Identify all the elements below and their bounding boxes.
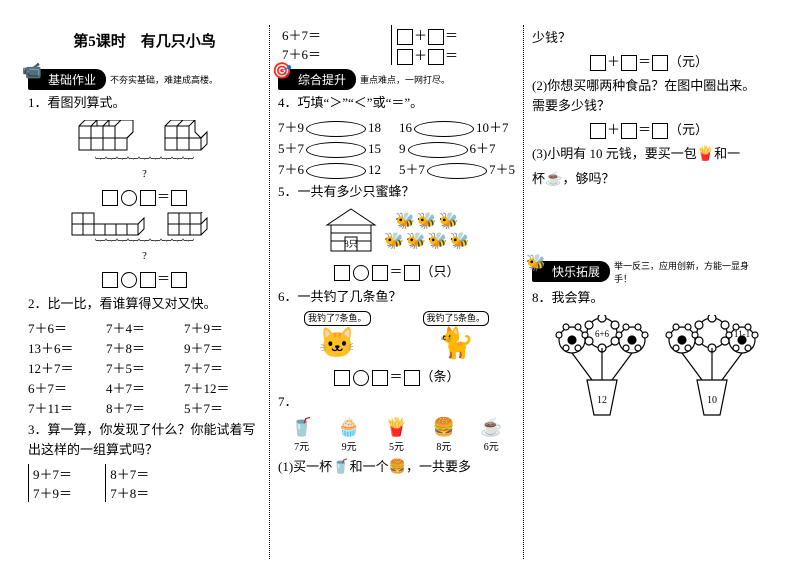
fries-inline-icon: 🍟: [697, 147, 714, 162]
cubes-right-2: [165, 212, 220, 240]
burger-icon: 🍔: [433, 417, 455, 438]
banner-basic-label: 基础作业: [48, 73, 96, 87]
price-item-4: ☕6元: [480, 417, 502, 453]
banner-comp-badge: 🎯 综合提升: [278, 69, 356, 90]
col2-top-pair: 6＋7＝ 7＋6＝ ＋＝ ＋＝: [278, 25, 515, 65]
q2-text: 2．比一比，看谁算得又对又快。: [28, 294, 261, 315]
q1-text: 1．看图列算式。: [28, 93, 261, 114]
q3-l1: 7＋9＝: [33, 483, 72, 502]
q6-text: 6．一共钓了几条鱼？: [278, 287, 515, 308]
column-1: 第5课时 有几只小鸟 📹 基础作业 不夯实基础，难建成高楼。 1．看图列算式。: [20, 25, 270, 559]
column-3: 少钱？ ＋＝（元） (2)你想买哪两种食品？在图中圈出来。需要多少钱？ ＋＝（元…: [524, 25, 773, 559]
cat2-icon: 🐈: [437, 327, 474, 360]
drink-icon: 🥤: [290, 417, 312, 438]
cat1-icon: 🐱: [319, 327, 356, 360]
bees-icon: 🐝🐝🐝🐝🐝🐝🐝: [384, 212, 472, 250]
q3-text: 3．算一算，你发现了什么？你能试着写出这样的一组算式吗？: [28, 420, 261, 462]
q7-2: (2)你想买哪两种食品？在图中圈出来。需要多少钱？: [532, 76, 765, 118]
svg-text:11-1: 11-1: [734, 329, 750, 339]
q5-text: 5．一共有多少只蜜蜂？: [278, 182, 515, 203]
coffee-inline-icon: ☕: [545, 172, 562, 187]
cat1-bubble: 我钓了7条鱼。: [304, 311, 371, 326]
q1-figure-1: ︸︸︸︸︸︸︸︸︸?: [28, 120, 261, 180]
banner-basic-sub: 不夯实基础，难建成高楼。: [110, 73, 218, 86]
q8-text: 8．我会算。: [532, 288, 765, 309]
burger-inline-icon: 🍔: [389, 460, 406, 475]
c2t-box2: ＋＝: [396, 45, 458, 65]
banner-basic: 📹 基础作业 不夯实基础，难建成高楼。: [28, 69, 261, 90]
q7-1: (1)买一杯🥤和一个🍔，一共要多: [278, 457, 515, 479]
banner-happy: 🐝 快乐拓展 举一反三，应用创新，方能一显身手！: [532, 259, 765, 285]
q3-l0: 9＋7＝: [33, 464, 72, 483]
flowers-svg: 6+6 12 11-1 10: [532, 315, 762, 435]
q7-3b: 杯☕，够吗？: [532, 169, 765, 191]
price-item-2: 🍟5元: [385, 417, 407, 453]
q4-text: 4．巧填“＞”“＜”或“＝”。: [278, 93, 515, 114]
q5-figure: 8只 🐝🐝🐝🐝🐝🐝🐝: [278, 207, 515, 257]
q7-num: 7．: [278, 392, 515, 413]
q7-2-eq: ＋＝（元）: [532, 120, 765, 141]
coffee-icon: ☕: [480, 417, 502, 438]
svg-text:12: 12: [597, 395, 607, 406]
cubes-left-2: [69, 212, 149, 240]
q7-prices: 🥤7元 🧁9元 🍟5元 🍔8元 ☕6元: [278, 417, 515, 453]
banner-happy-badge: 🐝 快乐拓展: [532, 261, 610, 282]
q2-row-0: 7＋6＝7＋4＝7＋9＝: [28, 318, 261, 337]
banner-happy-sub: 举一反三，应用创新，方能一显身手！: [614, 259, 765, 285]
c2t-box1: ＋＝: [396, 25, 458, 45]
q4-row-2: 7＋612 5＋77＋5: [278, 159, 515, 179]
q2-row-2: 12＋7＝7＋5＝7＋7＝: [28, 358, 261, 377]
c2t0: 6＋7＝: [282, 25, 321, 44]
q7-cost-line: 少钱？: [532, 28, 765, 49]
q4-row-0: 7＋918 1610＋7: [278, 117, 515, 137]
q1-figure-2: ︸︸︸︸︸︸︸︸︸?: [28, 212, 261, 262]
q4-row-1: 5＋715 96＋7: [278, 138, 515, 158]
banner-comp-sub: 重点难点，一网打尽。: [360, 73, 450, 86]
svg-text:8只: 8只: [345, 239, 359, 249]
brace-2: ︸︸︸︸︸︸︸︸︸?: [28, 240, 261, 262]
cubes-left-1: [74, 120, 144, 158]
q7-3: (3)小明有 10 元钱，要买一包🍟和一: [532, 144, 765, 166]
banner-happy-label: 快乐拓展: [552, 265, 600, 279]
q8-figure: 6+6 12 11-1 10: [532, 315, 765, 435]
q1-eq-1: ＝: [28, 186, 261, 206]
price-item-0: 🥤7元: [290, 417, 312, 453]
q7-1-eq: ＋＝（元）: [532, 52, 765, 73]
cat2-bubble: 我钓了5条鱼。: [423, 311, 490, 326]
q3-r0: 8＋7＝: [110, 464, 149, 483]
column-2: 6＋7＝ 7＋6＝ ＋＝ ＋＝ 🎯 综合提升 重点难点，一网打尽。 4．巧填“＞…: [270, 25, 524, 559]
q2-row-4: 7＋11＝8＋7＝5＋7＝: [28, 398, 261, 417]
target-icon: 🎯: [272, 61, 292, 81]
cupcake-icon: 🧁: [338, 417, 360, 438]
drink-inline-icon: 🥤: [332, 460, 349, 475]
q5-eq: ＝（只）: [278, 261, 515, 281]
q6-figure: 我钓了7条鱼。 🐱 我钓了5条鱼。 🐈: [278, 311, 515, 362]
price-item-3: 🍔8元: [433, 417, 455, 453]
banner-basic-badge: 📹 基础作业: [28, 69, 106, 90]
q2-row-3: 6＋7＝4＋7＝7＋12＝: [28, 378, 261, 397]
price-item-1: 🧁9元: [338, 417, 360, 453]
banner-comp-label: 综合提升: [298, 73, 346, 87]
brace-1: ︸︸︸︸︸︸︸︸︸?: [28, 158, 261, 180]
bee-icon: 🐝: [526, 253, 546, 273]
q2-row-1: 13＋6＝7＋8＝9＋7＝: [28, 338, 261, 357]
banner-comp: 🎯 综合提升 重点难点，一网打尽。: [278, 69, 515, 90]
q6-eq: ＝（条）: [278, 366, 515, 386]
q3-r1: 7＋8＝: [110, 483, 149, 502]
q1-eq-2: ＝: [28, 268, 261, 288]
fries-icon: 🍟: [385, 417, 407, 438]
svg-text:10: 10: [707, 395, 717, 406]
q3-pairs: 9＋7＝ 7＋9＝ 8＋7＝ 7＋8＝: [28, 464, 261, 502]
lesson-title: 第5课时 有几只小鸟: [28, 30, 261, 51]
camera-icon: 📹: [22, 61, 42, 81]
cubes-right-1: [160, 120, 215, 158]
svg-text:6+6: 6+6: [595, 329, 610, 339]
hive-icon: 8只: [321, 207, 381, 257]
